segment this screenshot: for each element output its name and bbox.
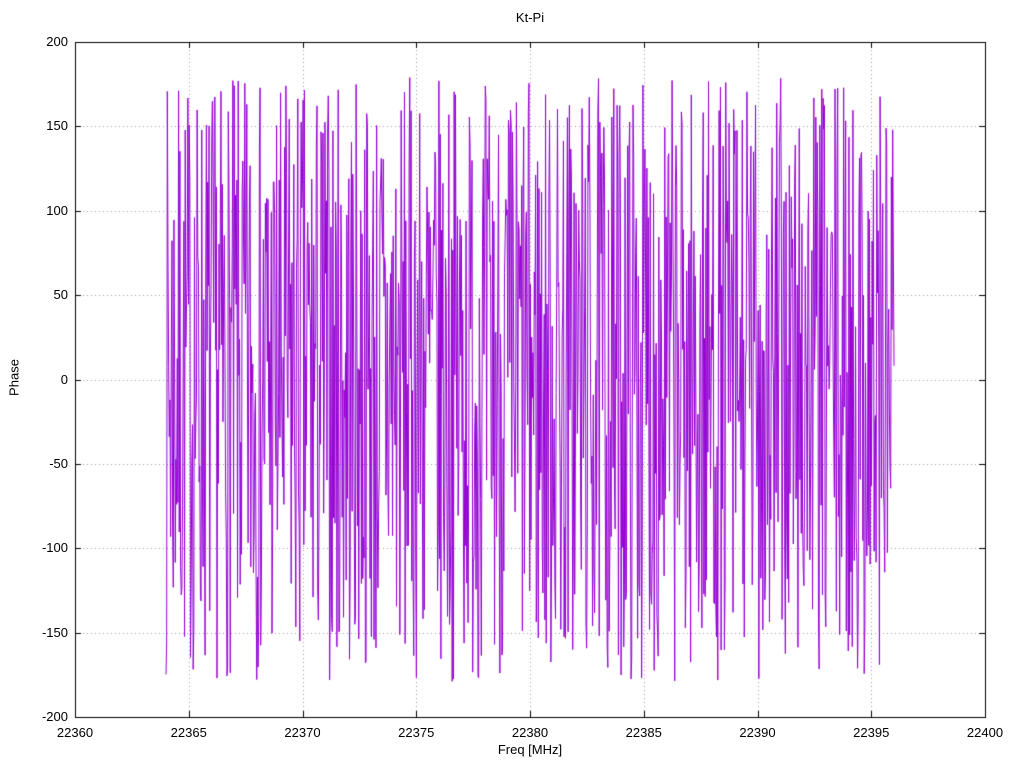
x-tick-label: 22400 [966,725,1004,740]
x-tick-label: 22370 [284,725,321,740]
y-tick-label: 200 [46,34,68,49]
y-tick-label: 0 [60,371,68,387]
x-tick-label: 22380 [511,725,549,740]
x-tick-label: 22360 [56,725,94,740]
chart-title: Kt-Pi [515,10,545,25]
y-tick-label: 100 [46,202,68,218]
y-tick-label: -150 [41,624,68,640]
y-tick-label: -200 [41,709,68,724]
y-tick-label: -50 [49,455,68,471]
x-axis-label: Freq [MHz] [497,742,563,757]
y-tick-label: -100 [41,540,68,556]
x-tick-label: 22365 [170,725,207,740]
x-tick-label: 22385 [625,725,662,740]
y-tick-label: 50 [53,287,68,303]
x-tick-label: 22375 [398,725,435,740]
y-tick-label: 150 [46,118,68,134]
x-tick-label: 22390 [739,725,776,740]
x-tick-label: 22395 [853,725,890,740]
